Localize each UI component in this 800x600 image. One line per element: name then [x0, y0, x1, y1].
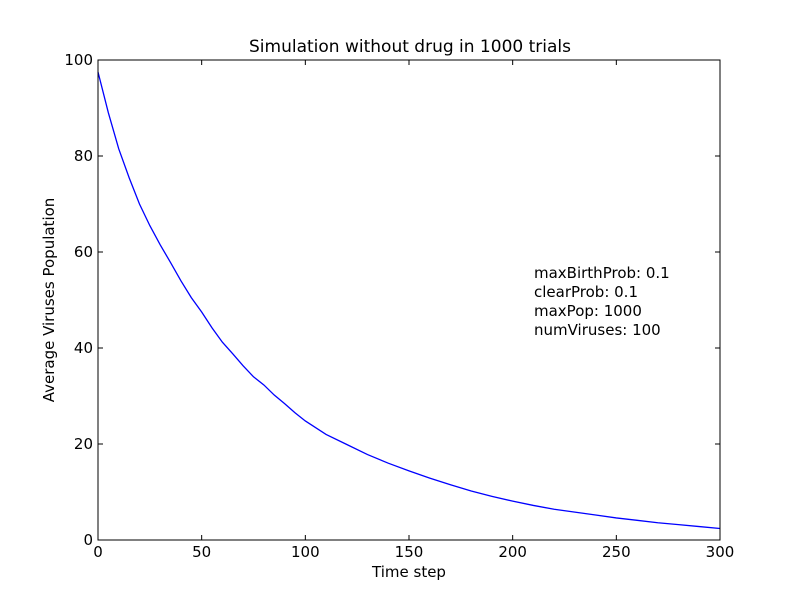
x-tick-label: 250: [602, 543, 631, 561]
x-tick-label: 0: [93, 543, 103, 561]
annotation-line: clearProb: 0.1: [534, 283, 638, 301]
y-tick-label: 0: [83, 531, 93, 549]
y-tick-label: 60: [74, 243, 93, 261]
axis-ticks: 0 50 100 150 200 250 300 0 20 40 60 80 100: [64, 51, 734, 561]
y-axis-label: Average Viruses Population: [40, 198, 58, 403]
x-tick-label: 300: [706, 543, 735, 561]
parameter-annotation: maxBirthProb: 0.1 clearProb: 0.1 maxPop:…: [534, 264, 670, 339]
x-tick-label: 100: [291, 543, 320, 561]
x-tick-label: 50: [192, 543, 211, 561]
x-tick-label: 150: [395, 543, 424, 561]
annotation-line: maxPop: 1000: [534, 302, 642, 320]
y-tick-label: 100: [64, 51, 93, 69]
x-axis-label: Time step: [371, 563, 446, 581]
plot-frame: [97, 59, 721, 541]
x-tick-label: 200: [498, 543, 527, 561]
series-line: [97, 71, 721, 530]
annotation-line: maxBirthProb: 0.1: [534, 264, 670, 282]
chart-title: Simulation without drug in 1000 trials: [249, 37, 571, 57]
y-tick-label: 40: [74, 339, 93, 357]
annotation-line: numViruses: 100: [534, 321, 661, 339]
y-tick-label: 20: [74, 435, 93, 453]
y-tick-label: 80: [74, 147, 93, 165]
